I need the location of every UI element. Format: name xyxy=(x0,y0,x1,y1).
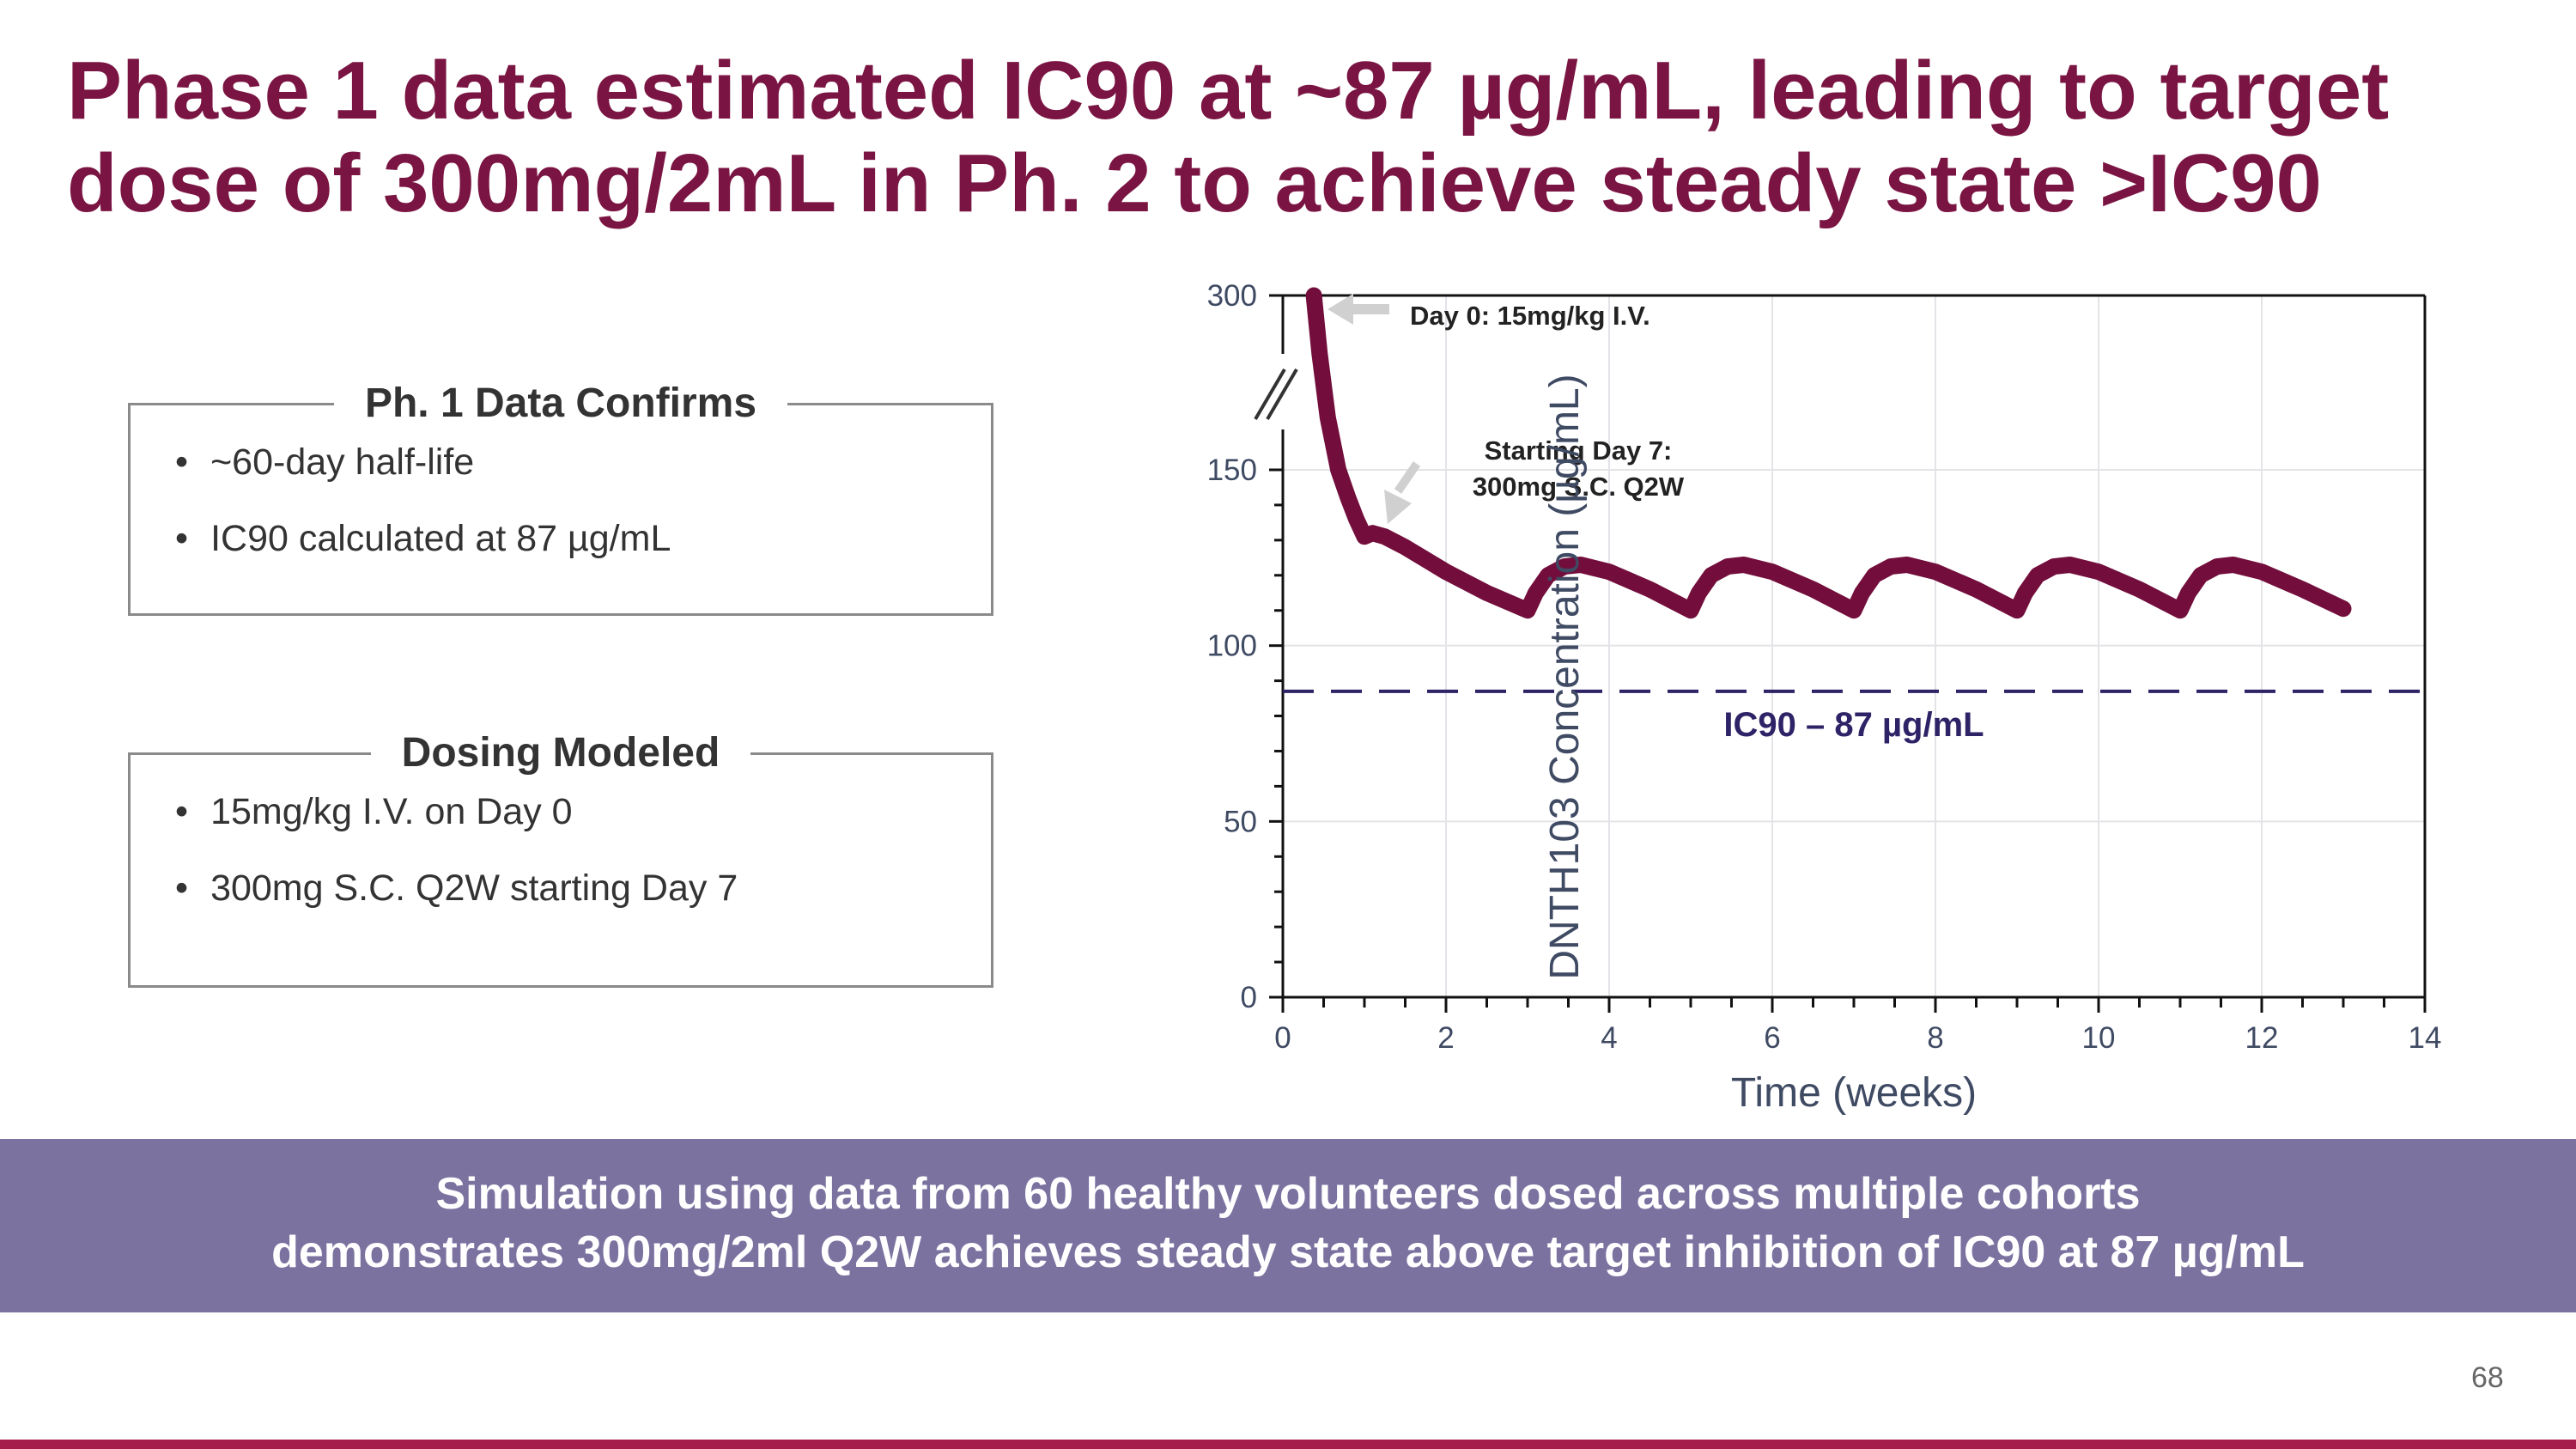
x-tick-label: 10 xyxy=(2082,1021,2116,1055)
concentration-curve xyxy=(1305,287,2352,619)
annotation-day7: Starting Day 7: 300mg S.C. Q2W xyxy=(1384,435,1685,524)
bullet-item: IC90 calculated at 87 µg/mL xyxy=(175,518,671,560)
annotation-text: Starting Day 7: xyxy=(1485,435,1673,466)
annotation-text: Day 0: 15mg/kg I.V. xyxy=(1410,301,1650,331)
slide-title: Phase 1 data estimated IC90 at ~87 µg/mL… xyxy=(67,45,2540,230)
x-tick-label: 4 xyxy=(1601,1021,1617,1055)
arrow-icon xyxy=(1394,461,1421,494)
banner-line-2: demonstrates 300mg/2ml Q2W achieves stea… xyxy=(271,1227,2305,1277)
bullet-item: 300mg S.C. Q2W starting Day 7 xyxy=(175,868,738,910)
summary-banner: Simulation using data from 60 healthy vo… xyxy=(0,1139,2576,1312)
x-tick-label: 0 xyxy=(1274,1021,1291,1055)
annotation-day0: Day 0: 15mg/kg I.V. xyxy=(1327,294,1650,331)
x-tick-label: 12 xyxy=(2245,1021,2279,1055)
y-tick-label: 300 xyxy=(1207,279,1257,313)
x-tick-label: 8 xyxy=(1927,1021,1943,1055)
y-tick-label: 150 xyxy=(1207,454,1257,487)
grid xyxy=(1283,295,2425,997)
x-tick-label: 6 xyxy=(1764,1021,1780,1055)
x-axis-label: Time (weeks) xyxy=(1731,1070,1977,1116)
axis-break-icon xyxy=(1266,368,1298,421)
x-tick-label: 14 xyxy=(2409,1021,2442,1055)
dosing-box: Dosing Modeled 15mg/kg I.V. on Day 0 300… xyxy=(128,730,993,988)
bullet-item: ~60-day half-life xyxy=(175,441,671,484)
box-heading: Dosing Modeled xyxy=(370,730,751,776)
arrow-head-icon xyxy=(1384,490,1412,524)
ticks: 0 2 4 6 8 10 12 14 0 50 100 150 300 xyxy=(1207,279,2442,1055)
box-heading: Ph. 1 Data Confirms xyxy=(333,381,788,426)
title-line-1: Phase 1 data estimated IC90 at ~87 µg/mL… xyxy=(67,45,2390,137)
bottom-accent-bar xyxy=(0,1440,2576,1449)
axes xyxy=(1254,294,2427,999)
bullet-item: 15mg/kg I.V. on Day 0 xyxy=(175,791,738,833)
y-tick-label: 100 xyxy=(1207,630,1257,663)
ic90-label: IC90 – 87 µg/mL xyxy=(1723,706,1984,744)
annotation-text: 300mg S.C. Q2W xyxy=(1473,472,1685,502)
banner-line-1: Simulation using data from 60 healthy vo… xyxy=(435,1169,2141,1219)
y-tick-label: 0 xyxy=(1241,981,1257,1014)
ph1-data-box: Ph. 1 Data Confirms ~60-day half-life IC… xyxy=(128,381,993,616)
y-tick-label: 50 xyxy=(1224,805,1257,838)
axis-break-icon xyxy=(1254,368,1286,421)
y-axis-label: DNTH103 Concentration (µg/mL) xyxy=(1542,374,1588,979)
x-tick-label: 2 xyxy=(1437,1021,1454,1055)
arrow-head-icon xyxy=(1327,294,1353,325)
title-line-2: dose of 300mg/2mL in Ph. 2 to achieve st… xyxy=(67,137,2322,229)
page-number: 68 xyxy=(2471,1361,2504,1394)
